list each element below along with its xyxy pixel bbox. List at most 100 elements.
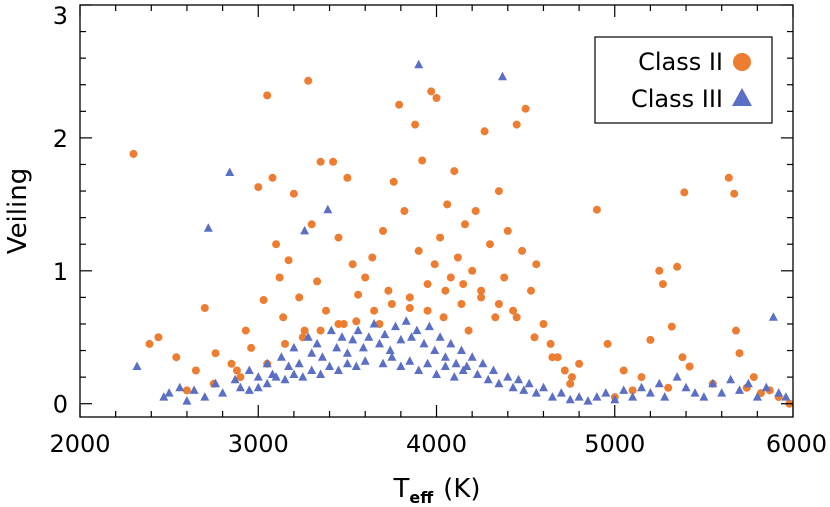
data-point-class-ii [418, 156, 427, 165]
data-point-class-ii [471, 207, 480, 215]
data-point-class-ii [427, 87, 436, 96]
data-point-class-iii [681, 382, 691, 392]
data-point-class-ii [295, 293, 304, 302]
data-point-class-ii [548, 353, 557, 362]
legend: Class II Class III [594, 36, 773, 124]
data-point-class-ii [275, 273, 284, 282]
data-point-class-ii [628, 386, 637, 395]
data-point-class-iii [360, 356, 370, 365]
data-point-class-iii [235, 382, 245, 392]
y-tick-label: 0 [53, 391, 68, 419]
data-point-class-ii [145, 339, 154, 348]
data-point-class-iii [391, 321, 400, 331]
data-point-class-ii [313, 277, 322, 286]
data-point-class-ii [387, 300, 396, 308]
data-point-class-iii [317, 352, 327, 361]
data-point-class-iii [342, 348, 352, 357]
data-point-class-iii [690, 388, 700, 397]
data-point-class-iii [628, 392, 638, 401]
legend-box [594, 36, 773, 124]
data-point-class-iii [414, 59, 424, 69]
data-point-class-iii [699, 392, 709, 401]
legend-label-class-iii: Class III [631, 85, 723, 113]
data-point-class-ii [491, 313, 500, 322]
x-tick-labels: 2000 3000 4000 5000 6000 [49, 430, 827, 458]
data-point-class-ii [343, 173, 352, 182]
data-point-class-iii [726, 374, 736, 384]
data-point-class-iii [326, 325, 336, 335]
legend-label-class-ii: Class II [638, 48, 723, 76]
y-tick-label: 2 [53, 125, 68, 153]
y-tick-labels: 0 1 2 3 [53, 2, 68, 419]
data-point-class-iii [159, 392, 169, 401]
data-point-class-ii [259, 296, 268, 304]
data-point-class-iii [574, 392, 584, 401]
axis-ticks [79, 4, 794, 417]
data-point-class-iii [539, 382, 548, 392]
data-point-class-iii [473, 369, 482, 378]
data-point-class-iii [449, 372, 459, 381]
data-point-class-ii [211, 349, 220, 358]
data-point-class-ii [749, 373, 758, 382]
data-point-class-iii [412, 325, 422, 335]
data-point-class-iii [508, 382, 518, 392]
data-point-class-ii [354, 290, 363, 299]
data-point-class-ii [316, 157, 325, 166]
data-point-class-ii [329, 157, 338, 166]
data-point-class-iii [200, 392, 210, 401]
data-point-class-iii [462, 361, 472, 370]
data-point-class-iii [405, 356, 415, 365]
data-point-class-iii [717, 388, 727, 397]
data-point-class-ii [172, 353, 181, 362]
data-point-class-iii [494, 378, 504, 388]
data-point-class-ii [334, 320, 343, 328]
data-point-class-iii [307, 365, 317, 374]
data-point-class-ii [603, 339, 612, 348]
data-point-class-ii [241, 326, 250, 335]
data-point-class-iii [424, 321, 434, 331]
data-point-class-ii [560, 366, 569, 375]
data-point-class-ii [592, 205, 601, 214]
data-point-class-ii [395, 100, 404, 109]
data-point-class-iii [351, 361, 361, 370]
data-point-class-ii [304, 76, 313, 85]
data-point-class-ii [154, 333, 163, 342]
data-point-class-iii [660, 392, 670, 401]
data-point-class-iii [364, 332, 374, 341]
data-point-class-iii [211, 378, 220, 388]
data-point-class-iii [307, 348, 317, 357]
data-point-class-iii [262, 358, 272, 368]
data-point-class-ii [370, 306, 379, 315]
data-point-class-iii [401, 316, 411, 325]
data-point-class-ii [503, 226, 512, 235]
data-point-class-iii [253, 372, 263, 381]
data-point-class-ii [730, 189, 739, 198]
data-point-class-ii [414, 246, 423, 255]
y-tick-label: 1 [53, 258, 68, 286]
data-point-class-ii [680, 188, 689, 197]
data-point-class-iii [262, 378, 272, 388]
data-point-class-iii [435, 332, 445, 341]
data-point-class-iii [451, 358, 461, 368]
data-point-class-ii [546, 339, 555, 348]
data-point-class-iii [271, 372, 281, 381]
data-point-class-iii [519, 385, 529, 394]
data-point-class-iii [446, 338, 456, 348]
data-point-class-iii [323, 204, 333, 214]
data-point-class-iii [284, 361, 294, 370]
data-point-class-iii [334, 365, 343, 374]
data-point-class-iii [610, 394, 620, 404]
data-point-class-iii [203, 223, 213, 232]
data-point-class-iii [654, 378, 664, 388]
data-point-class-ii [658, 280, 667, 289]
data-point-class-ii [405, 304, 414, 312]
data-point-class-iii [457, 345, 466, 354]
data-point-class-ii [405, 293, 414, 302]
data-point-class-ii [500, 273, 509, 282]
legend-marker-class-iii [732, 88, 752, 106]
data-point-class-ii [289, 189, 298, 198]
data-point-class-iii [672, 372, 682, 381]
data-point-class-iii [565, 394, 575, 404]
data-point-class-iii [230, 374, 240, 384]
